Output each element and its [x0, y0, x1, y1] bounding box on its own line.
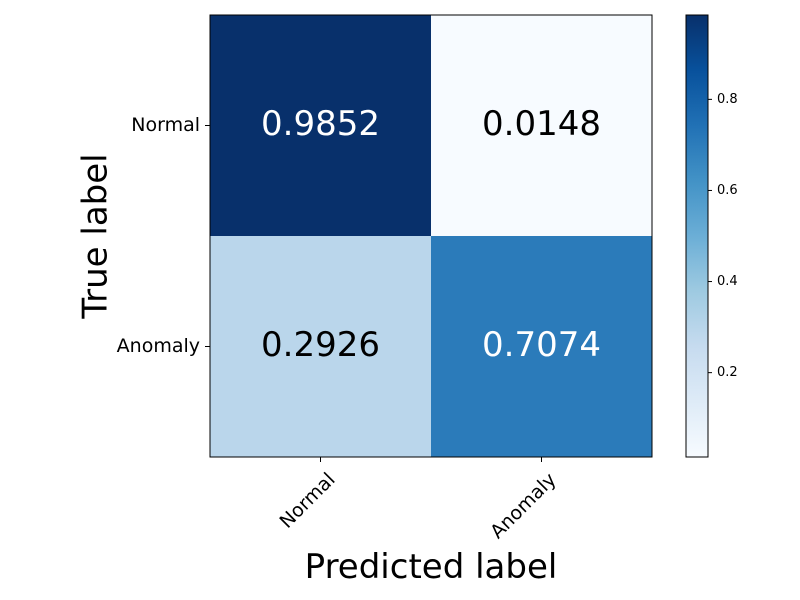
colorbar-tick-label-1: 0.4: [717, 274, 738, 289]
x-tick-label-0: Normal: [275, 469, 339, 533]
cell-value-r1-c1: 0.7074: [482, 325, 601, 365]
x-tick-label-1: Anomaly: [486, 469, 560, 543]
y-axis-ticks: Normal Anomaly: [117, 114, 210, 357]
heatmap-cell-r1-c1: [431, 236, 652, 457]
colorbar-tick-label-2: 0.6: [717, 183, 738, 198]
cell-value-r1-c0: 0.2926: [261, 325, 380, 365]
y-axis-label: True label: [76, 153, 116, 319]
x-axis-ticks: Normal Anomaly: [275, 457, 561, 543]
colorbar-ticks: 0.2 0.4 0.6 0.8: [708, 92, 738, 380]
y-tick-label-0: Normal: [131, 114, 200, 136]
heatmap-cell-labels: 0.9852 0.0148 0.2926 0.7074: [261, 104, 601, 365]
heatmap-cell-r1-c0: [210, 236, 431, 457]
y-tick-label-1: Anomaly: [117, 335, 200, 357]
colorbar-tick-label-3: 0.8: [717, 92, 738, 107]
cell-value-r0-c1: 0.0148: [482, 104, 601, 144]
cell-value-r0-c0: 0.9852: [261, 104, 380, 144]
plot-frame: [209, 14, 653, 458]
heatmap-cell-r0-c1: [431, 15, 652, 236]
colorbar-tick-label-0: 0.2: [717, 365, 738, 380]
heatmap-cell-r0-c0: [210, 15, 431, 236]
colorbar: [685, 14, 709, 458]
x-axis-label: Predicted label: [305, 547, 558, 587]
heatmap-cells: [210, 15, 652, 457]
